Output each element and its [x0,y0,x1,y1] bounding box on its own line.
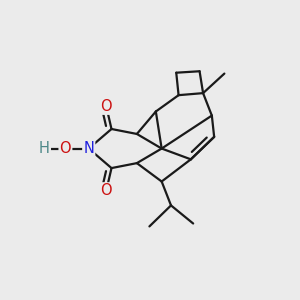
Text: N: N [83,141,94,156]
Text: O: O [100,99,112,114]
Text: H: H [39,141,50,156]
Text: O: O [100,183,112,198]
Text: O: O [60,141,71,156]
